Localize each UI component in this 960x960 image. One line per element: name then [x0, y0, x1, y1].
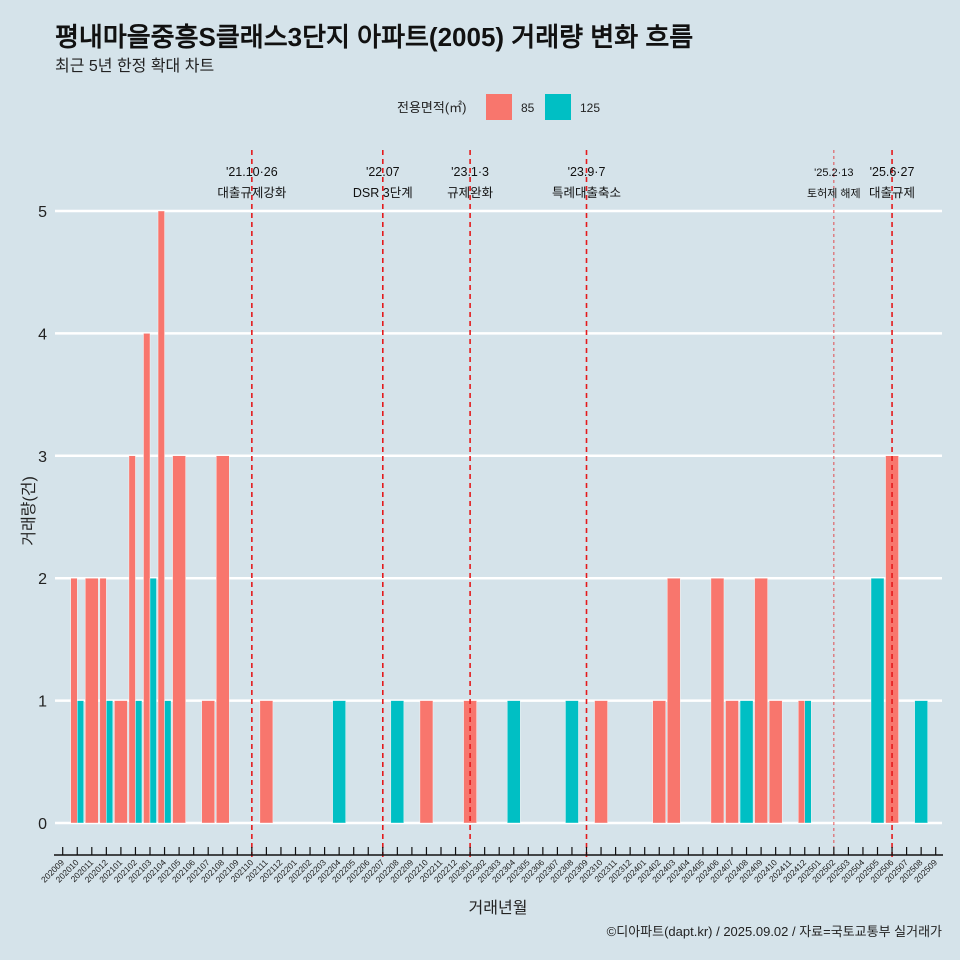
bar-85-202104 [157, 210, 165, 824]
bar-85-202406 [710, 578, 725, 824]
bar-125-202412 [804, 700, 812, 824]
chart-title: 평내마을중흥S클래스3단지 아파트(2005) 거래량 변화 흐름 [55, 22, 693, 52]
bar-125-202208 [390, 700, 405, 824]
bar-85-202409 [754, 578, 768, 824]
bar-85-202310 [594, 700, 608, 824]
bar-125-202010 [77, 700, 84, 824]
legend-key-85 [486, 94, 512, 120]
legend-label-125: 125 [580, 101, 600, 115]
x-axis-title: 거래년월 [469, 899, 528, 917]
bar-85-202107 [201, 700, 215, 824]
bar-125-202104 [164, 700, 172, 824]
bar-85-202402 [652, 700, 666, 824]
event-date-202506: '25.6·27 [870, 165, 915, 179]
y-tick-label-1: 1 [38, 694, 47, 711]
bar-85-202105 [172, 455, 186, 824]
legend-key-125 [545, 94, 571, 120]
y-tick-label-0: 0 [38, 816, 47, 833]
event-label-202506: 대출규제 [869, 186, 915, 200]
y-axis-ticks: 0 1 2 3 4 5 [38, 204, 47, 833]
bar-85-202102 [128, 455, 136, 824]
bar-85-202210 [419, 700, 434, 824]
event-date-202502: '25.2·13 [814, 167, 853, 179]
chart-subtitle: 최근 5년 한정 확대 차트 [55, 57, 214, 75]
bar-125-202408 [739, 700, 754, 824]
bar-125-202103 [149, 578, 157, 824]
bar-125-202204 [332, 700, 346, 824]
bar-85-202410 [768, 700, 783, 824]
event-date-202309: '23.9·7 [568, 165, 606, 179]
legend-label-85: 85 [521, 101, 535, 115]
y-axis-title: 거래량(건) [20, 476, 38, 546]
bar-125-202304 [507, 700, 521, 824]
y-tick-label-5: 5 [38, 204, 47, 221]
bar-85-202101 [114, 700, 128, 824]
y-tick-label-3: 3 [38, 449, 47, 466]
event-date-202207: '22.07 [366, 165, 400, 179]
bar-85-202111 [259, 700, 274, 824]
event-date-202110: '21.10·26 [226, 165, 278, 179]
event-label-202309: 특례대출축소 [552, 186, 621, 200]
y-tick-label-4: 4 [38, 326, 47, 343]
bar-125-202012 [106, 700, 114, 824]
event-label-202502: 토허제 해제 [807, 186, 861, 200]
event-label-202301: 규제완화 [447, 186, 494, 200]
bar-85-202011 [85, 578, 99, 824]
bar-85-202108 [216, 455, 230, 824]
x-axis: 2020092020102020112020122021012021022021… [39, 847, 943, 884]
bar-85-202412 [798, 700, 805, 824]
bar-85-202407 [725, 700, 739, 824]
legend: 전용면적(㎡) 85 125 [397, 94, 600, 120]
bar-125-202308 [565, 700, 579, 824]
event-date-202301: '23.1·3 [451, 165, 489, 179]
bar-85-202010 [70, 578, 78, 824]
bar-125-202508 [914, 700, 928, 824]
caption: ©디아파트(dapt.kr) / 2025.09.02 / 자료=국토교통부 실… [607, 924, 942, 939]
bars [70, 210, 928, 824]
legend-title: 전용면적(㎡) [397, 100, 467, 115]
bar-85-202403 [667, 578, 681, 824]
bar-125-202102 [135, 700, 143, 824]
y-tick-label-2: 2 [38, 571, 47, 588]
bar-85-202103 [143, 333, 151, 824]
event-markers: '21.10·26 대출규제강화 '22.07 DSR 3단계 '23.1·3 규제완화 '… [217, 150, 915, 857]
bar-85-202012 [99, 578, 107, 824]
event-label-202207: DSR 3단계 [353, 186, 413, 200]
event-label-202110: 대출규제강화 [217, 186, 287, 200]
bar-125-202505 [870, 578, 885, 824]
